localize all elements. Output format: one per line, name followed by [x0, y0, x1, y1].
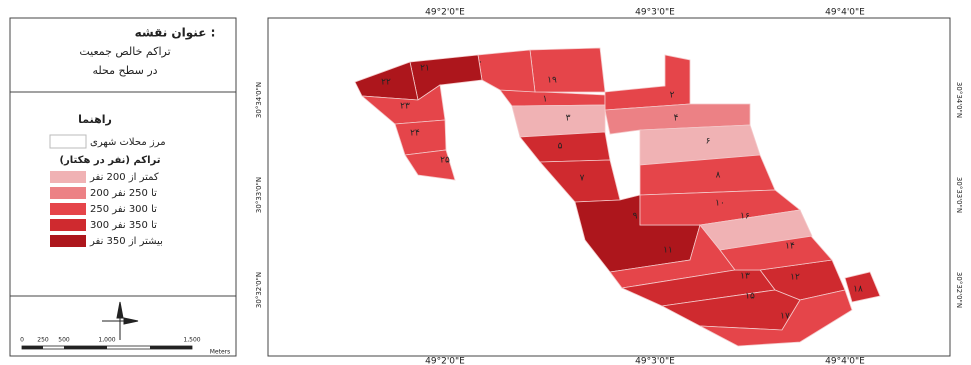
district-label: ۸	[716, 171, 721, 181]
longitude-label: 49°2'0"E	[425, 357, 465, 365]
class-swatch	[50, 219, 86, 231]
class-label: 300 تا 350 نفر	[90, 220, 157, 231]
district-label: ۱۱	[663, 246, 673, 256]
district-label: ۱۲	[790, 273, 800, 283]
scale-tick-label: 1,500	[183, 337, 200, 344]
scale-ticks: 0 250 500 1,000 1,500 Meters	[20, 337, 230, 356]
district	[699, 209, 813, 251]
longitude-label: 49°4'0"E	[825, 8, 865, 18]
class-label: بیشتر از 350 نفر	[89, 236, 163, 247]
district-label: ۱۷	[780, 312, 790, 322]
subtitle: تراکم خالص جمعیت	[79, 45, 170, 58]
district-label: ۷	[580, 174, 585, 184]
scale-tick-label: 250	[37, 337, 49, 344]
class-swatch	[50, 187, 86, 199]
districts: ۱۲۳۴۵۶۷۸۹۱۰۱۱۱۲۱۳۱۴۱۵۱۶۱۷۱۸۱۹۲۰۲۱۲۲۲۳۲۴۲…	[354, 47, 881, 347]
district-label: ۱	[543, 95, 548, 105]
class-label: 200 تا 250 نفر	[90, 188, 157, 199]
district-label: ۹	[633, 212, 638, 222]
district	[844, 271, 881, 303]
boundary-swatch	[49, 134, 87, 149]
scale-tick-label: 1,000	[98, 337, 115, 344]
district-label: ۴	[674, 114, 679, 124]
scale-unit: Meters	[210, 349, 231, 356]
district-label: ۵	[558, 142, 563, 152]
longitude-label: 49°4'0"E	[825, 357, 865, 365]
latitude-label: 30°32'0"N	[255, 272, 263, 308]
district-label: ۶	[706, 137, 711, 147]
north-arrow	[102, 301, 139, 340]
district	[699, 289, 853, 347]
district	[511, 104, 606, 138]
district-label: ۱۵	[745, 292, 755, 302]
latitude-label: 30°33'0"N	[955, 177, 963, 213]
scale-tick-label: 500	[58, 337, 70, 344]
district	[360, 84, 446, 125]
district-label: ۱۹	[547, 76, 557, 86]
scale-tick-label: 0	[20, 337, 24, 344]
class-swatch	[50, 171, 86, 183]
latitude-label: 30°33'0"N	[255, 177, 263, 213]
legend-panel	[9, 17, 237, 357]
class-label: کمتر از 200 نفر	[89, 172, 159, 183]
longitude-label: 49°3'0"E	[635, 8, 675, 18]
district-label: ۱۳	[740, 272, 750, 282]
map-title: عنوان نقشه :	[135, 26, 216, 41]
district-label: ۱۶	[740, 212, 750, 222]
district	[404, 149, 456, 181]
district-label: ۲۵	[440, 156, 450, 166]
district-label: ۲۳	[400, 102, 410, 112]
boundary-label: مرز محلات شهری	[90, 137, 166, 148]
legend-classes: کمتر از 200 نفر 200 تا 250 نفر 250 تا 300 …	[50, 171, 163, 247]
district-label: ۲۱	[420, 64, 430, 74]
district-label: ۲۴	[410, 129, 420, 139]
district-label: ۱۰	[715, 199, 725, 209]
district-label: ۲۲	[381, 78, 391, 88]
class-swatch	[50, 235, 86, 247]
district-label: ۳	[566, 114, 571, 124]
graticule: 49°2'0"E 49°3'0"E 49°4'0"E 49°2'0"E 49°3'0"E…	[255, 8, 963, 365]
class-swatch	[50, 203, 86, 215]
district-label: ۲	[670, 91, 675, 101]
longitude-label: 49°3'0"E	[635, 357, 675, 365]
legend-heading: راهنما	[78, 113, 112, 126]
district-label: ۱۴	[785, 242, 795, 252]
latitude-label: 30°34'0"N	[955, 82, 963, 118]
latitude-label: 30°34'0"N	[255, 82, 263, 118]
subtitle: در سطح محله	[92, 64, 157, 77]
district	[620, 269, 776, 307]
class-label: 250 تا 300 نفر	[90, 204, 157, 215]
district-label: ۱۸	[853, 285, 863, 295]
latitude-label: 30°32'0"N	[955, 272, 963, 308]
longitude-label: 49°2'0"E	[425, 8, 465, 18]
classes-title: تراکم (نفر در هکتار)	[59, 155, 160, 166]
district	[529, 47, 606, 93]
scale-bar	[21, 345, 193, 350]
